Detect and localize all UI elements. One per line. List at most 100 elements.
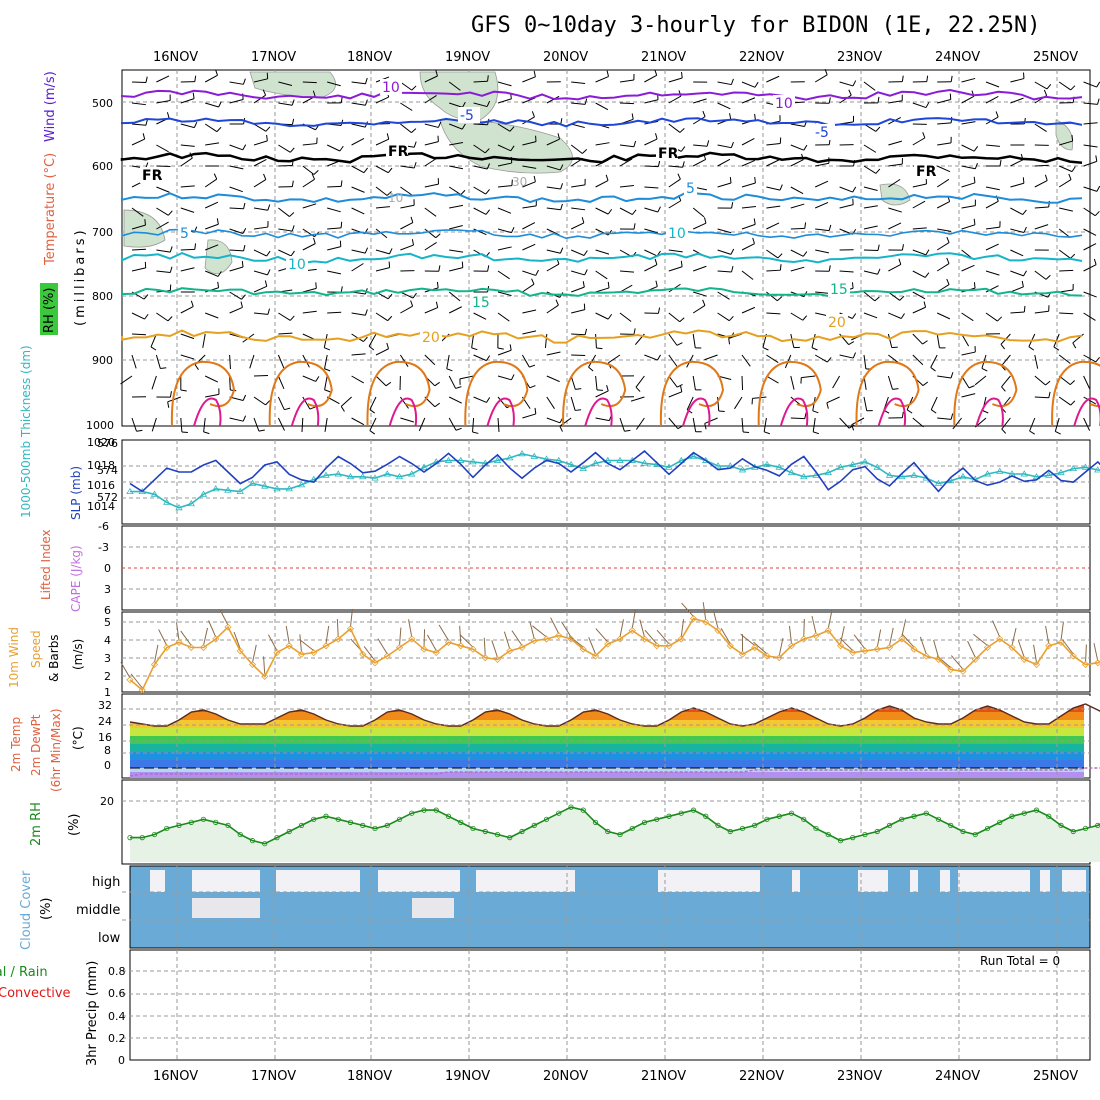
rh-point bbox=[825, 831, 831, 838]
wind-barb-staff bbox=[351, 353, 366, 356]
wind-barb-staff bbox=[571, 333, 586, 336]
wind-barb-staff bbox=[961, 393, 976, 398]
wind-barb-flag bbox=[243, 202, 246, 209]
wind-barb-flag bbox=[680, 260, 683, 267]
wind-barb-staff bbox=[351, 165, 365, 174]
wind-barb-staff bbox=[741, 182, 756, 188]
rh-point bbox=[923, 810, 929, 816]
thickness-point bbox=[420, 463, 428, 470]
wind10m-barb bbox=[1033, 644, 1037, 663]
thickness-point bbox=[457, 456, 465, 463]
wind-barb-staff bbox=[888, 207, 902, 213]
wind-barb-staff bbox=[693, 291, 707, 297]
wind-barb-staff bbox=[546, 263, 560, 272]
wind-barb-flag bbox=[851, 424, 855, 431]
ytick-wind-3: 3 bbox=[104, 652, 111, 665]
wind-barb-flag bbox=[657, 354, 661, 361]
wind-barb-flag bbox=[167, 316, 173, 322]
wind-barb-staff bbox=[741, 138, 755, 146]
wind-barb-flag bbox=[777, 296, 783, 302]
rh-point bbox=[237, 831, 243, 838]
thickness-point bbox=[836, 463, 845, 470]
wind10m-speed-point bbox=[248, 660, 257, 669]
wind-barb-flag bbox=[702, 299, 706, 306]
wind-barb-staff bbox=[717, 144, 732, 149]
wind-barb-staff bbox=[790, 123, 805, 127]
thickness-point bbox=[763, 460, 771, 467]
wind-barb-staff bbox=[790, 375, 795, 390]
wind-barb-staff bbox=[851, 417, 865, 426]
wind-barb-flag bbox=[1029, 430, 1035, 435]
ylabel-wind: Wind (m/s) bbox=[43, 71, 58, 142]
wind-barb-staff bbox=[644, 138, 658, 146]
wind-content bbox=[120, 602, 1100, 694]
wind-barb-flag bbox=[999, 159, 1002, 167]
wind-barb-staff bbox=[1058, 228, 1071, 239]
wind-barb-staff bbox=[863, 186, 878, 191]
wind10m-barb bbox=[936, 655, 952, 668]
wind-barb-flag bbox=[180, 389, 187, 392]
wind-barb-staff bbox=[1029, 417, 1036, 432]
wind-barb-staff bbox=[522, 413, 536, 419]
thickness-point bbox=[150, 490, 159, 497]
wind-barb-staff bbox=[668, 312, 681, 323]
wind-barb-staff bbox=[571, 123, 585, 129]
wind-barb-flag bbox=[143, 294, 149, 300]
wind-barb-staff bbox=[937, 99, 951, 104]
contour-label-bg bbox=[380, 79, 402, 95]
wind10m-speed-point bbox=[836, 642, 845, 650]
wind10m-barb bbox=[992, 620, 1001, 638]
wind-barb-flag bbox=[529, 385, 536, 389]
wind-barb-staff bbox=[887, 375, 893, 390]
wind10m-speed-point bbox=[506, 647, 514, 655]
wind-barb-staff bbox=[131, 138, 145, 146]
wind-barb-staff bbox=[644, 99, 659, 104]
wind-barb-staff bbox=[167, 396, 181, 403]
wind-barb-staff bbox=[644, 207, 658, 213]
wind-barb-staff bbox=[205, 393, 220, 398]
wind10m-speed-point bbox=[542, 635, 551, 643]
wind-barb-flag bbox=[754, 113, 756, 120]
thickness-point bbox=[775, 463, 783, 470]
wind-barb-flag bbox=[511, 226, 515, 233]
wind-barb-staff bbox=[936, 242, 950, 251]
wind-barb-staff bbox=[1059, 269, 1074, 272]
wind-barb-staff bbox=[1058, 354, 1071, 364]
wind-barb-staff bbox=[644, 249, 658, 257]
wind-barb-staff bbox=[863, 354, 867, 369]
wind10m-speed-point bbox=[983, 643, 992, 652]
temp-content bbox=[122, 694, 1100, 778]
wind-barb-staff bbox=[418, 417, 426, 432]
wind10m-barb bbox=[285, 625, 290, 644]
wind-barb-flag bbox=[730, 78, 734, 85]
wind-barb-staff bbox=[302, 287, 317, 293]
wind-barb-staff bbox=[692, 159, 706, 167]
wind10m-speed-point bbox=[898, 635, 906, 643]
date-label-bottom: 19NOV bbox=[445, 1069, 490, 1084]
wind-barb-staff bbox=[424, 207, 437, 217]
rh-point bbox=[580, 807, 586, 813]
wind-barb-staff bbox=[693, 98, 707, 104]
wind-barb-flag bbox=[679, 127, 685, 133]
wind-barb-staff bbox=[888, 178, 901, 188]
contour-label: 15 bbox=[830, 282, 848, 298]
wind-barb-flag bbox=[753, 218, 756, 225]
wind-barb-staff bbox=[229, 186, 243, 193]
wind-barb-staff bbox=[717, 396, 720, 411]
wind10m-speed-point bbox=[873, 645, 881, 653]
rh-point bbox=[739, 825, 746, 832]
wind10m-barb bbox=[511, 630, 523, 646]
wind10m-barb bbox=[426, 634, 437, 651]
wind-barb-staff bbox=[741, 306, 756, 314]
rh-point bbox=[335, 816, 341, 822]
wind-barb-flag bbox=[339, 145, 344, 152]
wind-barb-staff bbox=[205, 102, 219, 108]
thickness-point bbox=[506, 454, 514, 461]
wind-barb-flag bbox=[703, 217, 707, 224]
wind-barb-flag bbox=[848, 424, 855, 429]
wind-barb-flag bbox=[1068, 173, 1072, 180]
cloud-clear-mid bbox=[412, 898, 454, 918]
wind-barb-flag bbox=[875, 168, 881, 174]
wind10m-speed-point bbox=[677, 635, 685, 643]
wind-barb-flag bbox=[169, 266, 173, 273]
